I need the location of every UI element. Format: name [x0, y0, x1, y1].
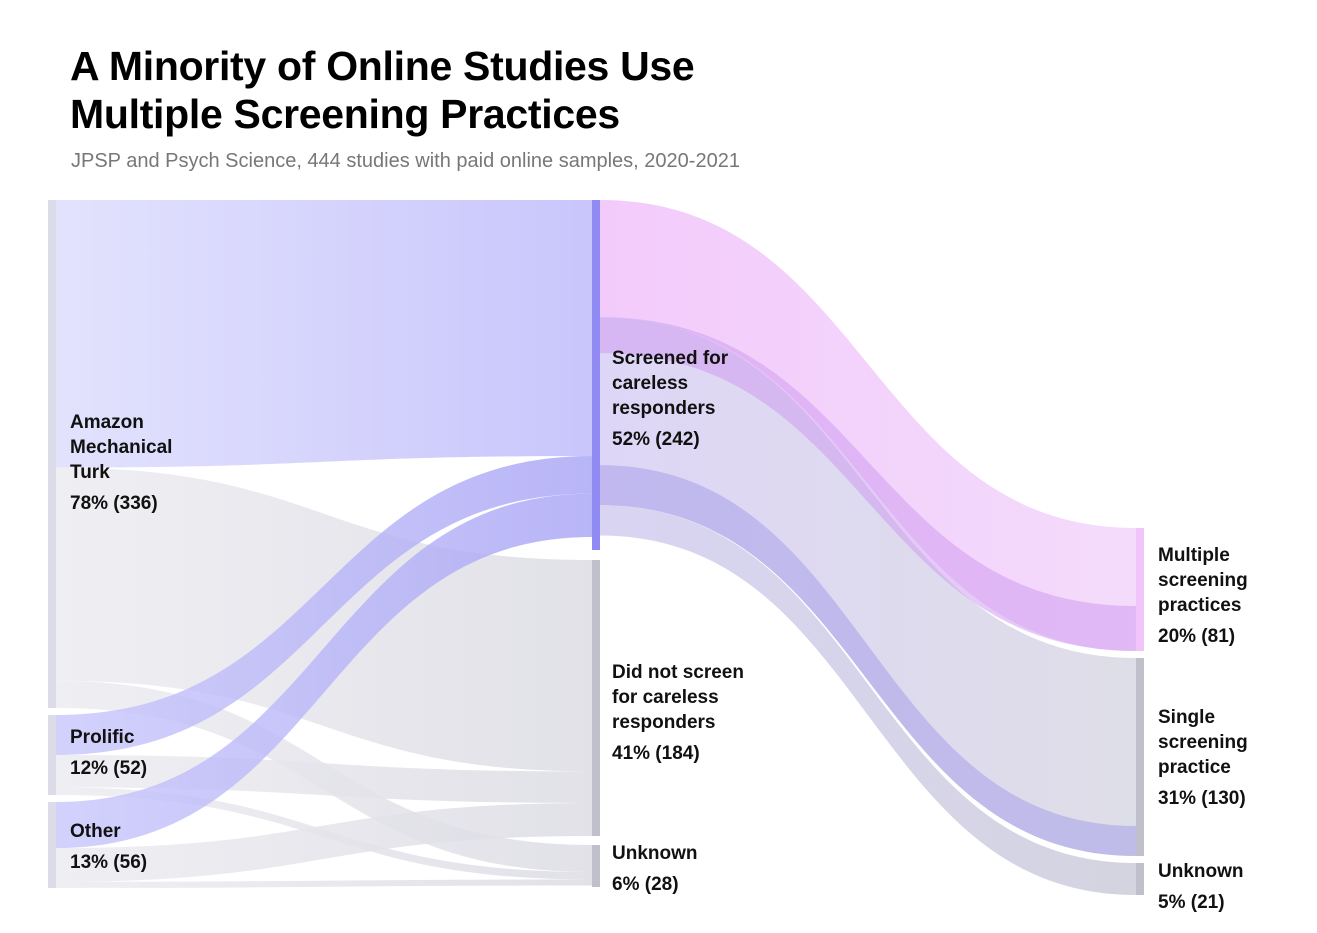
node-bar-mturk — [48, 200, 56, 708]
flow-overlay-single — [600, 465, 1136, 856]
node-value-other: 13% (56) — [70, 852, 147, 873]
node-name-mturk: Amazon — [70, 412, 144, 433]
node-value-multiple: 20% (81) — [1158, 626, 1235, 647]
node-name-screened: responders — [612, 398, 715, 419]
title-line-1: A Minority of Online Studies Use — [70, 43, 695, 89]
node-label-unknown1: Unknown 6% (28) — [612, 843, 698, 895]
node-label-mturk: Amazon Mechanical Turk 78% (336) — [70, 412, 172, 514]
links-layer — [56, 200, 1136, 895]
node-label-screened: Screened for careless responders 52% (242) — [612, 348, 729, 450]
node-bar-unknown2 — [1136, 863, 1144, 895]
node-name-mturk: Mechanical — [70, 437, 172, 458]
node-value-prolific: 12% (52) — [70, 758, 147, 779]
flow-other-not_screened — [56, 803, 592, 882]
page-subtitle: JPSP and Psych Science, 444 studies with… — [71, 150, 740, 172]
node-label-not_screened: Did not screen for careless responders 41% … — [612, 662, 744, 764]
nodes-layer — [48, 200, 1144, 895]
node-value-not_screened: 41% (184) — [612, 743, 700, 764]
node-value-single: 31% (130) — [1158, 788, 1246, 809]
node-name-other: Other — [70, 821, 121, 842]
node-bar-single — [1136, 658, 1144, 856]
node-bar-screened — [592, 200, 600, 550]
node-name-unknown1: Unknown — [612, 843, 698, 864]
node-bar-other — [48, 802, 56, 888]
node-label-multiple: Multiple screening practices 20% (81) — [1158, 545, 1248, 647]
node-name-not_screened: Did not screen — [612, 662, 744, 683]
node-name-not_screened: for careless — [612, 687, 719, 708]
node-value-screened: 52% (242) — [612, 429, 700, 450]
node-name-screened: Screened for — [612, 348, 729, 369]
flow-prolific-not_screened — [56, 755, 592, 803]
node-label-prolific: Prolific 12% (52) — [70, 727, 147, 779]
flow-screened-single — [600, 317, 1136, 856]
flow-screened-unknown2 — [600, 505, 1136, 895]
node-label-single: Single screening practice 31% (130) — [1158, 707, 1248, 809]
node-name-screened: careless — [612, 373, 688, 394]
title-line-2: Multiple Screening Practices — [70, 91, 620, 137]
node-value-mturk: 78% (336) — [70, 493, 158, 514]
node-name-mturk: Turk — [70, 462, 110, 483]
node-bar-not_screened — [592, 560, 600, 836]
node-bar-prolific — [48, 715, 56, 795]
node-value-unknown2: 5% (21) — [1158, 892, 1225, 913]
node-name-single: practice — [1158, 757, 1231, 778]
flow-overlay-multiple — [600, 317, 1136, 651]
flow-screened-multiple — [600, 200, 1136, 651]
page-title: A Minority of Online Studies Use Multipl… — [70, 42, 695, 138]
overlay-layer — [600, 317, 1136, 856]
node-bar-multiple — [1136, 528, 1144, 651]
labels-layer: Amazon Mechanical Turk 78% (336) Prolific 12%… — [70, 348, 1248, 913]
flow-prolific-screened — [56, 455, 592, 755]
node-label-unknown2: Unknown 5% (21) — [1158, 861, 1244, 913]
flow-mturk-screened — [56, 200, 592, 468]
node-name-single: Single — [1158, 707, 1215, 728]
node-name-multiple: practices — [1158, 595, 1241, 616]
flow-other-unknown1 — [56, 879, 592, 888]
node-name-prolific: Prolific — [70, 727, 135, 748]
flow-other-screened — [56, 493, 592, 849]
node-name-single: screening — [1158, 732, 1248, 753]
node-name-unknown2: Unknown — [1158, 861, 1244, 882]
node-name-multiple: screening — [1158, 570, 1248, 591]
node-name-not_screened: responders — [612, 712, 715, 733]
node-label-other: Other 13% (56) — [70, 821, 147, 873]
node-bar-unknown1 — [592, 845, 600, 887]
node-name-multiple: Multiple — [1158, 545, 1230, 566]
node-value-unknown1: 6% (28) — [612, 874, 679, 895]
